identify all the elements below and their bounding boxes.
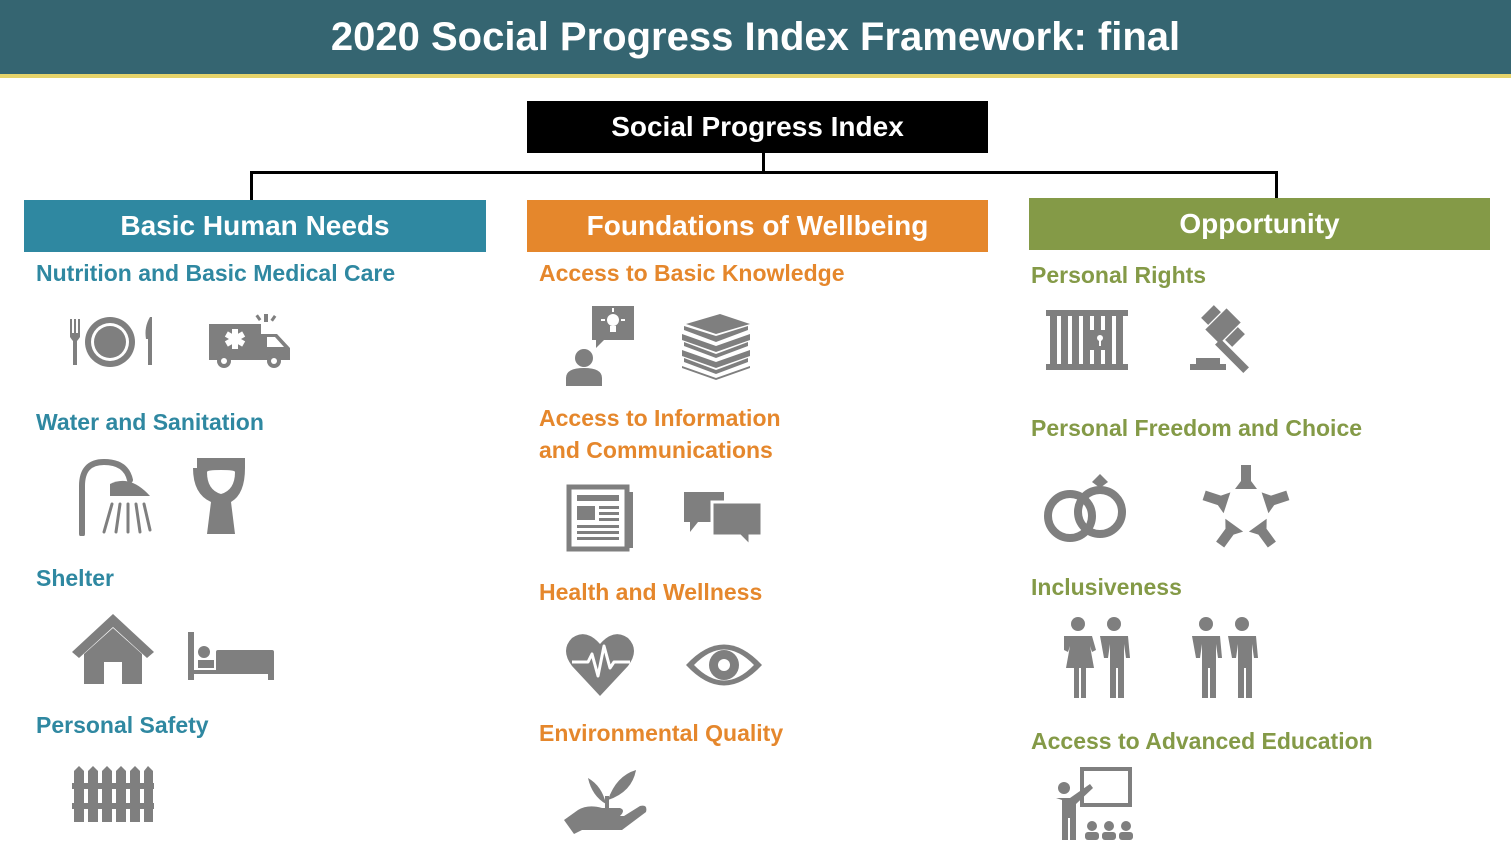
component-personal-freedom-choice: Personal Freedom and Choice	[1031, 415, 1363, 441]
component-information-line1: Access to Information	[539, 405, 781, 431]
ambulance-icon	[206, 310, 292, 372]
component-shelter: Shelter	[36, 565, 114, 591]
connector-left-drop	[250, 171, 253, 200]
heart-pulse-icon	[566, 632, 634, 698]
eye-icon	[684, 638, 764, 692]
dimension-opportunity: Opportunity	[1029, 198, 1490, 250]
couple-man-woman-icon	[1060, 616, 1132, 698]
connector-right-drop	[1275, 171, 1278, 199]
connector-horizontal	[250, 171, 1278, 174]
house-icon	[70, 612, 156, 686]
fence-icon	[72, 765, 154, 823]
component-personal-rights: Personal Rights	[1031, 262, 1207, 288]
couple-two-men-icon	[1190, 616, 1260, 698]
component-inclusiveness: Inclusiveness	[1031, 574, 1182, 600]
plate-cutlery-icon	[68, 315, 158, 369]
component-information-line2: and Communications	[539, 437, 773, 463]
diagram-title: 2020 Social Progress Index Framework: fi…	[330, 14, 1181, 59]
component-water-sanitation: Water and Sanitation	[36, 409, 264, 435]
person-idea-icon	[564, 304, 636, 386]
chat-bubbles-icon	[682, 490, 764, 548]
hands-circle-icon	[1198, 464, 1294, 554]
component-health-wellness: Health and Wellness	[539, 579, 763, 605]
component-basic-knowledge: Access to Basic Knowledge	[539, 260, 845, 286]
gavel-icon	[1188, 302, 1268, 376]
dimension-foundations-of-wellbeing: Foundations of Wellbeing	[527, 200, 988, 252]
connector-root-stem	[762, 153, 765, 173]
shower-icon	[76, 456, 152, 536]
component-information-communications: Access to Information and Communications	[539, 402, 781, 466]
newspaper-icon	[565, 484, 635, 552]
jail-bars-icon	[1046, 310, 1128, 370]
component-advanced-education: Access to Advanced Education	[1031, 728, 1373, 754]
title-banner: 2020 Social Progress Index Framework: fi…	[0, 0, 1511, 78]
root-node: Social Progress Index	[527, 101, 988, 153]
wedding-rings-icon	[1040, 472, 1132, 544]
component-environmental-quality: Environmental Quality	[539, 720, 784, 746]
hand-plant-icon	[562, 766, 650, 834]
bed-icon	[186, 630, 276, 682]
teacher-classroom-icon	[1052, 766, 1142, 842]
dimension-basic-human-needs: Basic Human Needs	[24, 200, 486, 252]
component-nutrition-medical-care: Nutrition and Basic Medical Care	[36, 260, 396, 286]
component-personal-safety: Personal Safety	[36, 712, 209, 738]
books-icon	[680, 312, 752, 380]
toilet-icon	[193, 456, 249, 536]
